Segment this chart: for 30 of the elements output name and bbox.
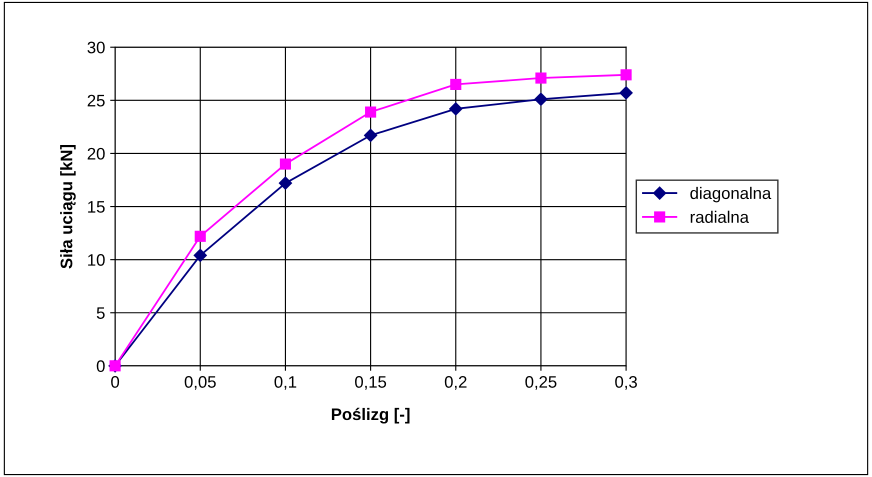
y-tick-label: 30 (87, 42, 105, 54)
point (280, 158, 291, 170)
y-tick-label: 10 (88, 254, 105, 266)
legend-label: radialna (690, 210, 749, 223)
legend-label: diagonalna (690, 186, 772, 202)
x-tick-label: 0,2 (444, 376, 467, 390)
point (620, 86, 633, 100)
point (450, 78, 462, 90)
x-tick-label: 0,05 (184, 376, 216, 390)
point (534, 92, 548, 106)
point (620, 69, 632, 80)
x-tick-label: 0,3 (615, 376, 637, 390)
y-tick-label: 0 (96, 360, 105, 372)
x-tick-label: 0,25 (525, 376, 556, 390)
point (535, 72, 546, 84)
point (278, 176, 292, 190)
x-axis-title: Poślizg [-] (332, 408, 410, 424)
point (364, 128, 378, 142)
x-tick-label: 0,1 (274, 376, 296, 390)
y-axis-title: Siła uciągu [kN] (60, 144, 76, 269)
y-tick-label: 5 (96, 307, 105, 319)
y-tick-label: 15 (88, 201, 105, 213)
point (194, 230, 206, 242)
y-tick-label: 20 (88, 148, 105, 160)
x-tick-label: 0,15 (355, 376, 386, 390)
point (365, 106, 376, 118)
point (194, 248, 207, 262)
point (449, 102, 462, 116)
x-tick-label: 0 (111, 376, 120, 388)
y-tick-label: 25 (88, 94, 105, 107)
